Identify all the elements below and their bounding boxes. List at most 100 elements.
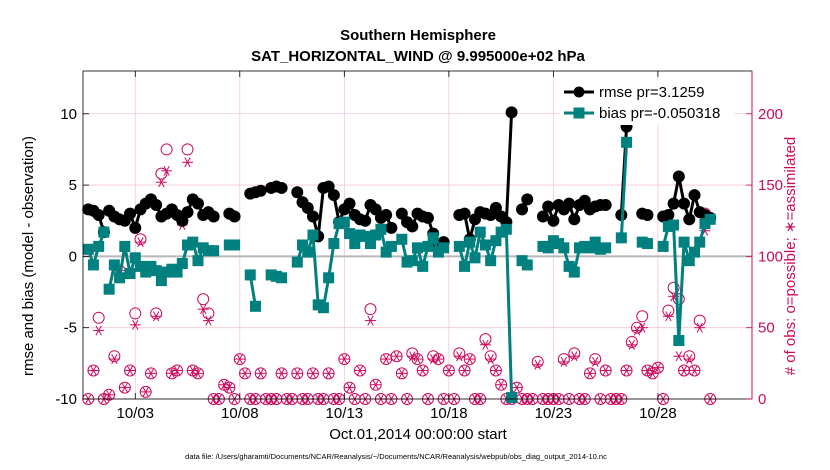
obs-assimilated-marker	[93, 325, 105, 336]
obs-assimilated-marker	[87, 365, 99, 376]
bias-point	[171, 266, 183, 278]
bias-point	[93, 240, 105, 252]
obs-assimilated-marker	[197, 304, 209, 315]
rmse-point	[207, 210, 220, 223]
bias-point	[563, 260, 575, 272]
bias-point	[344, 228, 356, 240]
obs-assimilated-marker	[511, 382, 523, 393]
obs-possible-marker	[484, 350, 497, 363]
bias-point	[427, 232, 439, 244]
obs-possible-marker	[589, 353, 602, 366]
obs-assimilated-marker	[694, 322, 706, 333]
x-tick-label: 10/23	[535, 405, 573, 422]
bias-point	[506, 392, 518, 404]
y2-tick-label: 50	[758, 320, 775, 337]
obs-assimilated-marker	[584, 368, 596, 379]
obs-possible-marker	[693, 314, 706, 327]
obs-possible-marker	[134, 233, 147, 246]
rmse-point	[599, 199, 612, 212]
rmse-point	[536, 210, 549, 223]
obs-assimilated-marker	[182, 157, 194, 168]
obs-assimilated-marker	[464, 354, 476, 365]
obs-possible-marker	[557, 353, 570, 366]
y2-tick-label: 200	[758, 106, 783, 123]
obs-assimilated-marker	[662, 311, 674, 322]
bias-point	[683, 255, 695, 267]
bias-point	[422, 240, 434, 252]
bias-point	[328, 238, 340, 250]
bias-point	[108, 259, 120, 271]
obs-possible-marker	[625, 335, 638, 348]
obs-assimilated-marker	[568, 351, 580, 362]
obs-possible-marker	[150, 307, 163, 320]
bias-line	[86, 231, 106, 267]
obs-assimilated-marker	[161, 165, 173, 176]
obs-assimilated-marker	[103, 389, 115, 400]
obs-assimilated-marker	[652, 362, 664, 373]
bias-point	[302, 246, 314, 258]
obs-possible-marker	[108, 350, 121, 363]
obs-possible-marker	[667, 281, 680, 294]
bias-point	[558, 242, 570, 254]
obs-assimilated-marker	[108, 354, 120, 365]
y-tick-label: 5	[69, 177, 77, 194]
bias-point	[479, 239, 491, 251]
rmse-point	[327, 189, 340, 202]
bias-point	[657, 240, 669, 252]
bias-point	[82, 243, 94, 255]
bias-point	[500, 223, 512, 235]
obs-assimilated-marker	[134, 237, 146, 248]
obs-assimilated-marker	[171, 365, 183, 376]
bias-point	[521, 259, 533, 271]
obs-assimilated-marker	[417, 365, 429, 376]
bias-point	[641, 238, 653, 250]
obs-assimilated-marker	[485, 354, 497, 365]
obs-assimilated-marker	[323, 368, 335, 379]
bias-point	[385, 240, 397, 252]
rmse-point	[678, 197, 691, 210]
bias-point	[412, 242, 423, 254]
bias-point	[668, 219, 680, 231]
obs-possible-marker	[672, 293, 685, 306]
bias-point	[307, 229, 319, 241]
rmse-point	[406, 220, 419, 233]
y2-tick-label: 100	[758, 248, 783, 265]
bias-point	[417, 260, 429, 272]
bias-point	[338, 216, 350, 228]
series-layer	[82, 106, 717, 404]
rmse-point	[343, 197, 356, 210]
y2-tick-label: 0	[758, 391, 766, 408]
bias-point	[459, 260, 471, 272]
obs-assimilated-marker	[307, 368, 319, 379]
x-tick-label: 10/03	[116, 405, 154, 422]
obs-assimilated-marker	[155, 177, 167, 188]
rmse-point	[547, 214, 560, 227]
y2-tick-label: 150	[758, 177, 783, 194]
obs-assimilated-marker	[145, 368, 157, 379]
legend-rmse-marker	[573, 86, 585, 98]
x-tick-label: 10/28	[639, 405, 677, 422]
obs-assimilated-marker	[396, 368, 408, 379]
bias-point	[469, 252, 481, 264]
bias-point	[187, 236, 199, 248]
legend-bias-label: bias pr=-0.050318	[599, 105, 720, 122]
bias-point	[568, 266, 580, 278]
bias-point	[349, 238, 361, 250]
rmse-point	[688, 189, 701, 202]
rmse-point	[359, 214, 372, 227]
obs-assimilated-marker	[636, 322, 648, 333]
obs-assimilated-marker	[192, 368, 204, 379]
bias-point	[87, 259, 99, 271]
obs-assimilated-marker	[589, 356, 601, 367]
obs-assimilated-marker	[453, 351, 465, 362]
rmse-point	[672, 170, 685, 183]
bias-point	[464, 236, 476, 248]
rmse-point	[129, 221, 142, 234]
obs-assimilated-marker	[432, 354, 444, 365]
obs-assimilated-marker	[129, 319, 141, 330]
obs-possible-marker	[202, 307, 215, 320]
y-tick-label: -5	[64, 320, 77, 337]
bias-point	[694, 236, 706, 248]
